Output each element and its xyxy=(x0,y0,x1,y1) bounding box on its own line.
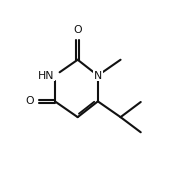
Text: O: O xyxy=(25,96,34,106)
Text: N: N xyxy=(94,71,102,80)
Text: HN: HN xyxy=(38,71,54,80)
Text: O: O xyxy=(73,25,82,35)
